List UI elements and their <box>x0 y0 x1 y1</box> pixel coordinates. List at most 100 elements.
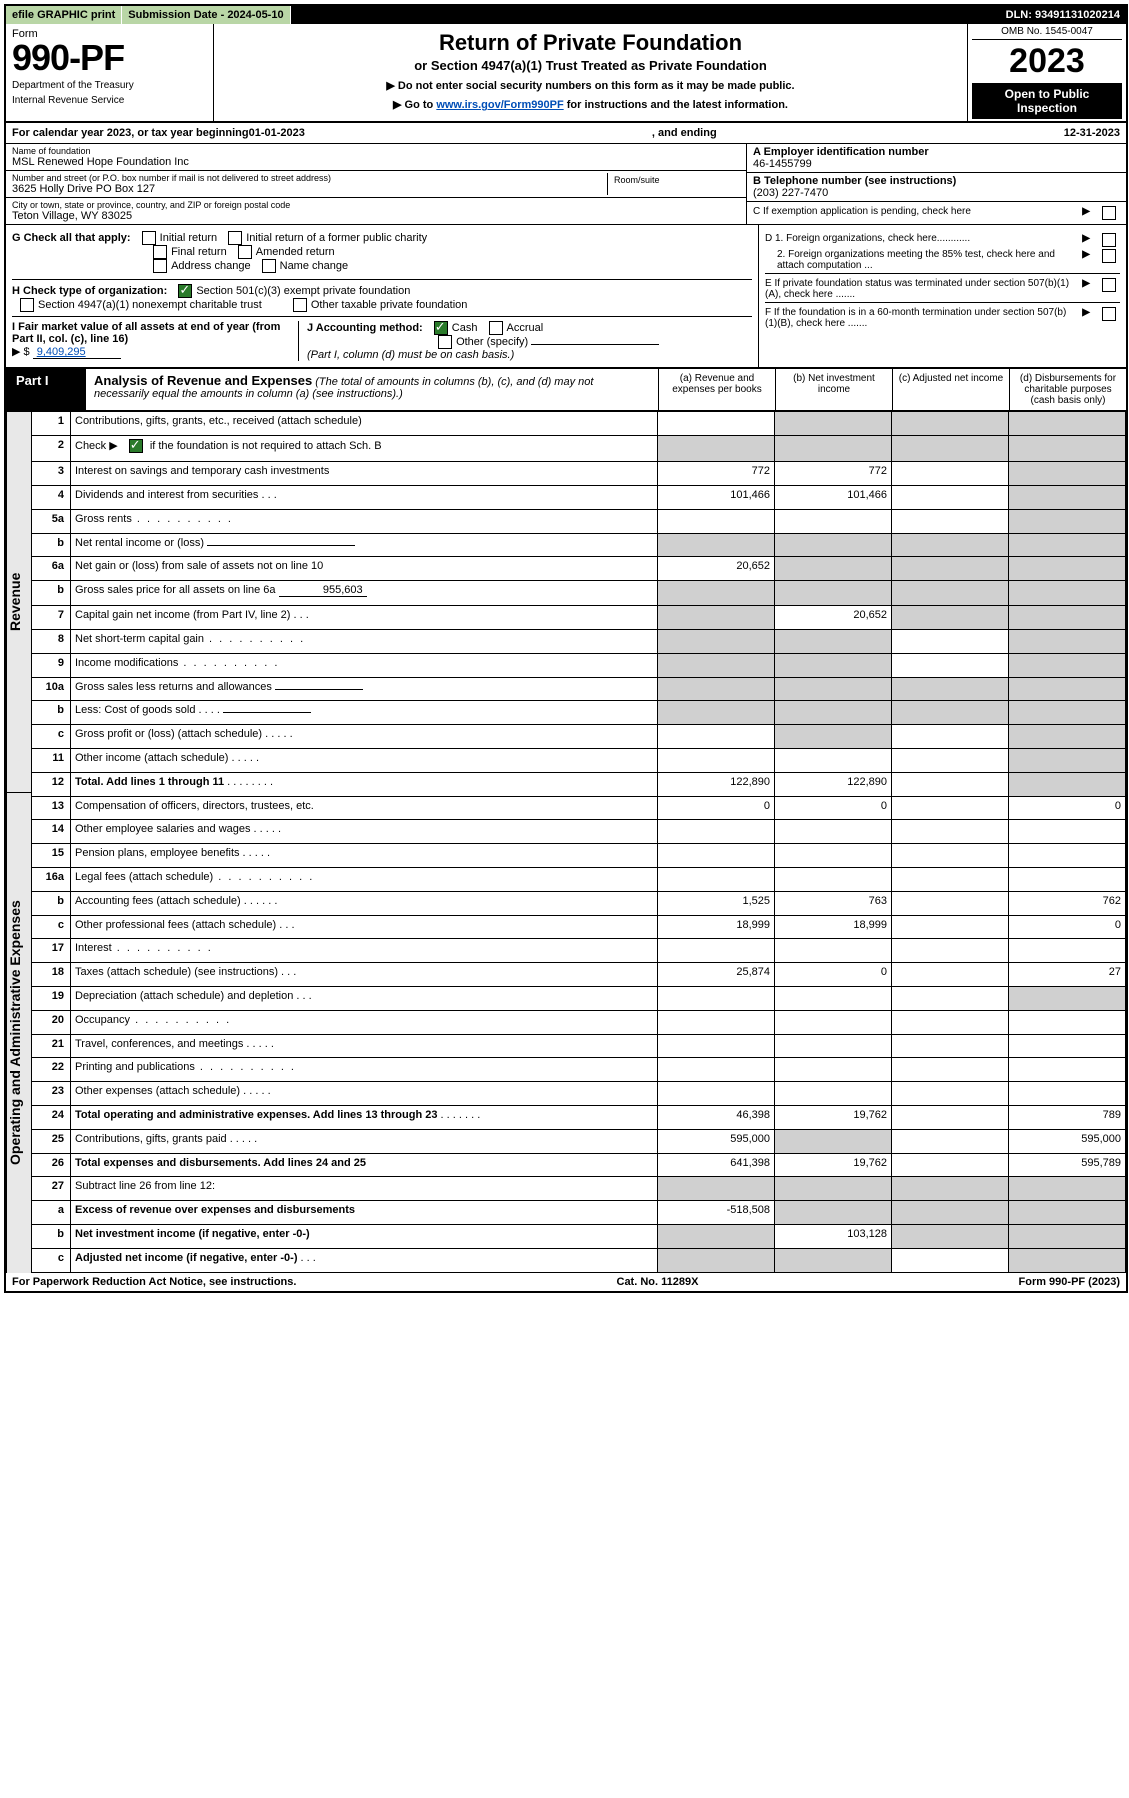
table-row: cGross profit or (loss) (attach schedule… <box>32 725 1126 749</box>
501c3-checkbox[interactable] <box>178 284 192 298</box>
part1-title-block: Analysis of Revenue and Expenses (The to… <box>86 369 658 410</box>
instructions-link[interactable]: www.irs.gov/Form990PF <box>436 99 563 111</box>
dept-treasury: Department of the Treasury <box>12 80 207 91</box>
form-note-1: ▶ Do not enter social security numbers o… <box>224 79 957 92</box>
i-arrow: ▶ $ <box>12 346 30 358</box>
col-b-header: (b) Net investment income <box>775 369 892 410</box>
city-label: City or town, state or province, country… <box>12 200 740 210</box>
final-return-checkbox[interactable] <box>153 245 167 259</box>
table-row: 13Compensation of officers, directors, t… <box>32 796 1126 820</box>
other-method-checkbox[interactable] <box>438 335 452 349</box>
table-row: 26Total expenses and disbursements. Add … <box>32 1153 1126 1177</box>
initial-public-label: Initial return of a former public charit… <box>246 232 427 244</box>
table-row: 18Taxes (attach schedule) (see instructi… <box>32 963 1126 987</box>
table-row: 8Net short-term capital gain <box>32 630 1126 654</box>
initial-public-checkbox[interactable] <box>228 231 242 245</box>
phone-label: B Telephone number (see instructions) <box>753 175 1120 187</box>
h-row: H Check type of organization: Section 50… <box>12 279 752 312</box>
line10b-box <box>223 712 311 713</box>
final-return-label: Final return <box>171 246 227 258</box>
line10a-box <box>275 689 363 690</box>
revenue-side-label: Revenue <box>6 411 31 792</box>
form-subtitle: or Section 4947(a)(1) Trust Treated as P… <box>224 58 957 73</box>
name-change-checkbox[interactable] <box>262 259 276 273</box>
table-row: 3Interest on savings and temporary cash … <box>32 462 1126 486</box>
address-row: Number and street (or P.O. box number if… <box>6 171 746 198</box>
entity-left: Name of foundation MSL Renewed Hope Foun… <box>6 144 746 224</box>
g-label: G Check all that apply: <box>12 232 131 244</box>
submission-date: Submission Date - 2024-05-10 <box>122 6 290 24</box>
initial-return-checkbox[interactable] <box>142 231 156 245</box>
table-row: 6aNet gain or (loss) from sale of assets… <box>32 557 1126 581</box>
table-row: bNet rental income or (loss) <box>32 533 1126 557</box>
table-row: bLess: Cost of goods sold . . . . <box>32 701 1126 725</box>
cal-mid: , and ending <box>305 127 1064 139</box>
gross-sales-value: 955,603 <box>279 584 367 597</box>
analysis-table: 1Contributions, gifts, grants, etc., rec… <box>31 411 1126 1273</box>
d2-checkbox[interactable] <box>1102 249 1116 263</box>
arrow-icon: ▶ <box>1082 233 1090 244</box>
opadmin-side-label: Operating and Administrative Expenses <box>6 792 31 1273</box>
e-row: E If private foundation status was termi… <box>765 273 1120 300</box>
cal-pre: For calendar year 2023, or tax year begi… <box>12 127 249 139</box>
amended-return-checkbox[interactable] <box>238 245 252 259</box>
table-row: 27Subtract line 26 from line 12: <box>32 1177 1126 1201</box>
addr-change-label: Address change <box>171 260 251 272</box>
j-label: J Accounting method: <box>307 322 423 334</box>
exemption-checkbox[interactable] <box>1102 206 1116 220</box>
form-number: 990-PF <box>12 40 207 76</box>
phone-row: B Telephone number (see instructions) (2… <box>747 173 1126 202</box>
4947-label: Section 4947(a)(1) nonexempt charitable … <box>38 299 262 311</box>
foundation-name-row: Name of foundation MSL Renewed Hope Foun… <box>6 144 746 171</box>
checks-left: G Check all that apply: Initial return I… <box>6 225 758 367</box>
col-a-header: (a) Revenue and expenses per books <box>658 369 775 410</box>
d1-label: D 1. Foreign organizations, check here..… <box>765 233 1078 244</box>
other-method-line <box>531 344 659 345</box>
checks-block: G Check all that apply: Initial return I… <box>6 225 1126 369</box>
part1-header: Part I Analysis of Revenue and Expenses … <box>6 369 1126 411</box>
ein-row: A Employer identification number 46-1455… <box>747 144 1126 173</box>
d2-label: 2. Foreign organizations meeting the 85%… <box>765 249 1078 271</box>
table-row: 17Interest <box>32 939 1126 963</box>
4947-checkbox[interactable] <box>20 298 34 312</box>
dept-irs: Internal Revenue Service <box>12 95 207 106</box>
room-label: Room/suite <box>614 175 734 185</box>
table-row: 19Depreciation (attach schedule) and dep… <box>32 987 1126 1011</box>
table-row: 12Total. Add lines 1 through 11 . . . . … <box>32 772 1126 796</box>
e-checkbox[interactable] <box>1102 278 1116 292</box>
f-checkbox[interactable] <box>1102 307 1116 321</box>
table-row: 15Pension plans, employee benefits . . .… <box>32 844 1126 868</box>
col-d-header: (d) Disbursements for charitable purpose… <box>1009 369 1126 410</box>
fmv-value[interactable]: 9,409,295 <box>33 346 121 359</box>
cal-begin: 01-01-2023 <box>249 127 305 139</box>
d1-row: D 1. Foreign organizations, check here..… <box>765 233 1120 247</box>
part1-grid: Revenue Operating and Administrative Exp… <box>6 411 1126 1273</box>
pra-notice: For Paperwork Reduction Act Notice, see … <box>12 1276 296 1288</box>
amended-return-label: Amended return <box>256 246 335 258</box>
addr-change-checkbox[interactable] <box>153 259 167 273</box>
sch-b-checkbox[interactable] <box>129 439 143 453</box>
entity-block: Name of foundation MSL Renewed Hope Foun… <box>6 144 1126 225</box>
form-title: Return of Private Foundation <box>224 30 957 56</box>
d2-row: 2. Foreign organizations meeting the 85%… <box>765 249 1120 271</box>
i-block: I Fair market value of all assets at end… <box>12 321 299 361</box>
catalog-number: Cat. No. 11289X <box>617 1276 699 1288</box>
d1-checkbox[interactable] <box>1102 233 1116 247</box>
cal-end: 12-31-2023 <box>1064 127 1120 139</box>
other-taxable-checkbox[interactable] <box>293 298 307 312</box>
city-state-zip: Teton Village, WY 83025 <box>12 210 740 222</box>
table-row: 2Check ▶ if the foundation is not requir… <box>32 435 1126 461</box>
table-row: cOther professional fees (attach schedul… <box>32 915 1126 939</box>
accrual-checkbox[interactable] <box>489 321 503 335</box>
dln: DLN: 93491131020214 <box>1000 6 1126 24</box>
note2-post: for instructions and the latest informat… <box>564 99 788 111</box>
accrual-label: Accrual <box>507 322 544 334</box>
part1-title: Analysis of Revenue and Expenses <box>94 373 312 388</box>
checks-right: D 1. Foreign organizations, check here..… <box>758 225 1126 367</box>
header-mid: Return of Private Foundation or Section … <box>214 24 967 121</box>
cash-checkbox[interactable] <box>434 321 448 335</box>
efile-badge: efile GRAPHIC print <box>6 6 122 24</box>
foundation-name: MSL Renewed Hope Foundation Inc <box>12 156 740 168</box>
tax-year: 2023 <box>972 42 1122 81</box>
cash-label: Cash <box>452 322 478 334</box>
